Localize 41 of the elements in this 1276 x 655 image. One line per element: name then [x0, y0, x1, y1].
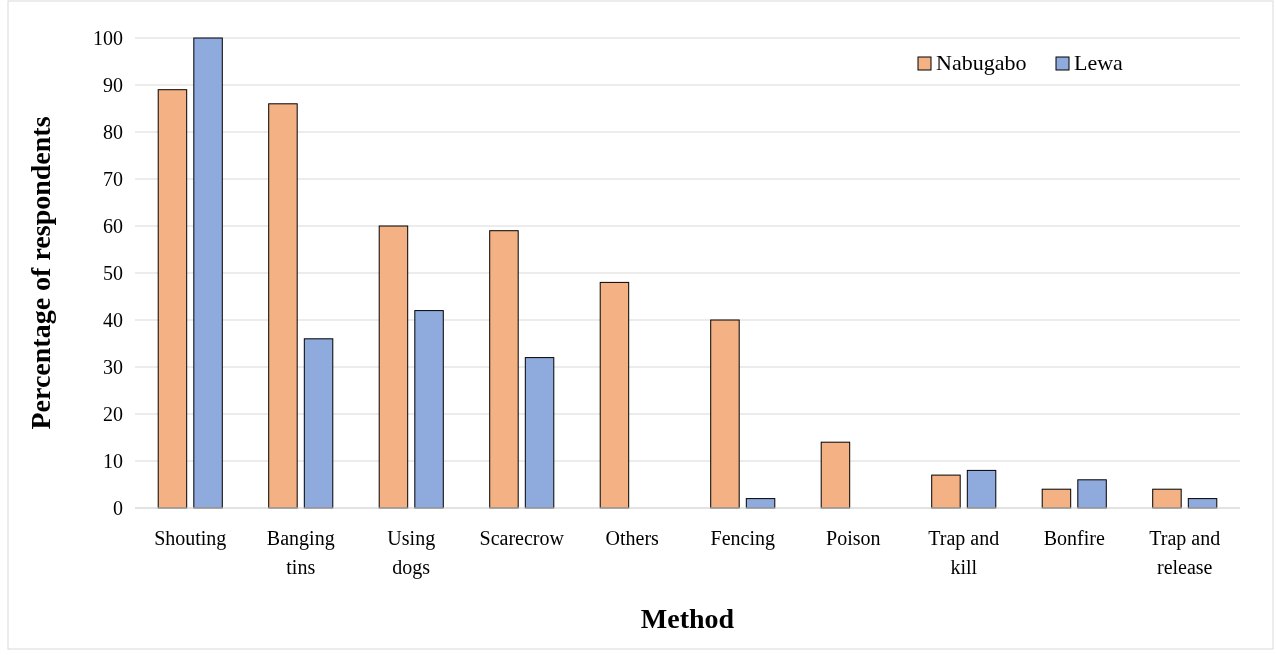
- y-tick-label: 40: [103, 308, 123, 331]
- y-tick-label: 90: [103, 73, 123, 96]
- legend-label: Lewa: [1074, 50, 1124, 75]
- bar: [157, 89, 188, 509]
- y-tick-label: 20: [103, 402, 123, 425]
- y-tick-label: 10: [103, 449, 123, 472]
- x-tick-label: Banging tins: [266, 527, 335, 578]
- bar: [1152, 488, 1182, 509]
- y-tick-label: 70: [103, 167, 123, 190]
- y-tick-label: 50: [103, 261, 123, 284]
- bar: [378, 225, 409, 509]
- y-tick-label: 100: [93, 26, 123, 49]
- bar: [193, 37, 223, 509]
- x-tick-label: Fencing: [710, 527, 775, 550]
- bar: [1041, 488, 1072, 509]
- x-tick-label: Scarecrow: [479, 527, 565, 549]
- bar: [268, 103, 298, 509]
- y-tick-label: 30: [103, 355, 123, 378]
- bar: [820, 441, 851, 509]
- bar: [303, 338, 334, 509]
- bar: [710, 319, 740, 509]
- x-tick-label: Using dogs: [387, 527, 436, 579]
- y-tick-label: 0: [113, 496, 123, 519]
- bar: [599, 281, 630, 509]
- y-tick-label: 60: [103, 214, 123, 237]
- bar: [931, 474, 961, 509]
- x-tick-label: Trap and kill: [928, 527, 1000, 578]
- bar: [414, 310, 444, 509]
- y-tick-label: 80: [103, 120, 123, 143]
- x-tick-label: Shouting: [154, 527, 227, 550]
- x-axis-title: Method: [640, 603, 735, 634]
- x-tick-label: Poison: [826, 527, 881, 549]
- bar: [966, 469, 997, 509]
- bar: [489, 230, 519, 509]
- x-tick-label: Bonfire: [1043, 527, 1105, 549]
- y-axis-title: Percentage of respondents: [25, 116, 56, 430]
- bar: [524, 357, 555, 509]
- legend-label: Nabugabo: [936, 50, 1027, 75]
- x-tick-label: Trap and release: [1149, 527, 1221, 578]
- x-tick-label: Others: [605, 527, 660, 549]
- bar: [1077, 479, 1107, 509]
